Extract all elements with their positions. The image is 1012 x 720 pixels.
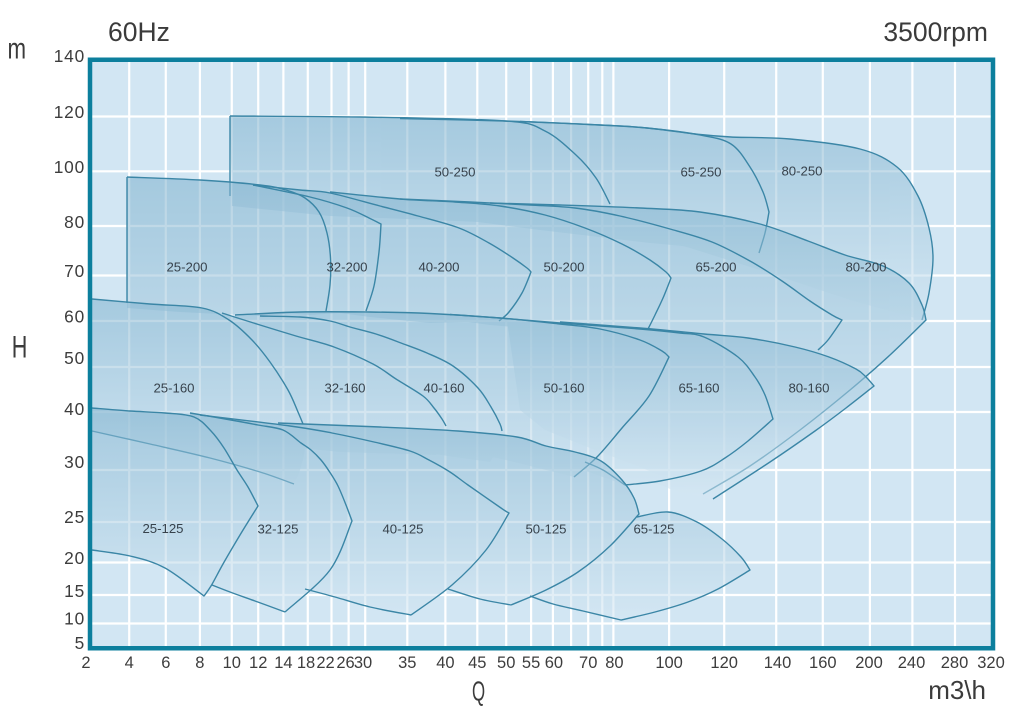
svg-text:40-200: 40-200 <box>418 260 459 275</box>
svg-text:55: 55 <box>522 654 540 672</box>
svg-text:20: 20 <box>64 548 85 568</box>
svg-text:25-200: 25-200 <box>166 260 207 275</box>
svg-text:m3\h: m3\h <box>928 675 986 705</box>
svg-text:80: 80 <box>605 654 623 672</box>
svg-text:50: 50 <box>64 348 85 368</box>
svg-text:3500rpm: 3500rpm <box>883 17 988 47</box>
svg-text:100: 100 <box>655 654 683 672</box>
svg-text:30: 30 <box>64 452 85 472</box>
svg-text:240: 240 <box>898 654 926 672</box>
svg-text:26: 26 <box>336 654 354 672</box>
svg-text:30: 30 <box>354 654 372 672</box>
svg-text:160: 160 <box>809 654 837 672</box>
svg-text:65-160: 65-160 <box>678 381 719 396</box>
svg-text:65-200: 65-200 <box>695 260 736 275</box>
svg-text:80: 80 <box>64 212 85 232</box>
svg-text:32-125: 32-125 <box>257 522 298 537</box>
svg-text:200: 200 <box>855 654 883 672</box>
svg-text:120: 120 <box>710 654 738 672</box>
svg-text:25-125: 25-125 <box>142 521 183 536</box>
svg-text:14: 14 <box>274 654 292 672</box>
svg-text:50: 50 <box>497 654 515 672</box>
svg-text:50-250: 50-250 <box>434 165 475 180</box>
svg-text:40: 40 <box>436 654 454 672</box>
svg-text:18: 18 <box>297 654 315 672</box>
svg-text:5: 5 <box>75 633 85 653</box>
svg-text:45: 45 <box>468 654 486 672</box>
svg-text:40-125: 40-125 <box>382 522 423 537</box>
svg-text:70: 70 <box>579 654 597 672</box>
svg-text:2: 2 <box>81 654 90 672</box>
svg-text:8: 8 <box>195 654 204 672</box>
svg-text:12: 12 <box>249 654 267 672</box>
svg-text:50-160: 50-160 <box>543 381 584 396</box>
svg-text:4: 4 <box>125 654 134 672</box>
svg-text:280: 280 <box>941 654 969 672</box>
svg-text:Q: Q <box>472 675 485 706</box>
svg-text:65-125: 65-125 <box>633 522 674 537</box>
svg-text:100: 100 <box>54 157 85 177</box>
svg-text:40: 40 <box>64 399 85 419</box>
svg-text:50-200: 50-200 <box>543 260 584 275</box>
svg-text:22: 22 <box>316 654 334 672</box>
svg-text:65-250: 65-250 <box>680 165 721 180</box>
svg-text:140: 140 <box>764 654 792 672</box>
svg-text:15: 15 <box>64 581 85 601</box>
svg-text:H: H <box>12 329 28 364</box>
svg-text:60Hz: 60Hz <box>108 17 170 47</box>
svg-text:80-200: 80-200 <box>845 260 886 275</box>
svg-text:320: 320 <box>977 654 1005 672</box>
svg-text:70: 70 <box>64 261 85 281</box>
svg-text:35: 35 <box>398 654 416 672</box>
svg-text:32-200: 32-200 <box>326 260 367 275</box>
svg-text:32-160: 32-160 <box>324 381 365 396</box>
svg-text:60: 60 <box>64 307 85 327</box>
svg-text:120: 120 <box>54 102 85 122</box>
svg-text:6: 6 <box>161 654 170 672</box>
svg-text:m: m <box>8 32 27 66</box>
svg-text:140: 140 <box>54 46 85 66</box>
svg-text:10: 10 <box>64 609 85 629</box>
svg-text:25-160: 25-160 <box>153 381 194 396</box>
svg-text:80-160: 80-160 <box>788 381 829 396</box>
svg-text:40-160: 40-160 <box>423 381 464 396</box>
svg-text:50-125: 50-125 <box>525 522 566 537</box>
svg-text:80-250: 80-250 <box>781 164 822 179</box>
svg-text:25: 25 <box>64 507 85 527</box>
svg-text:10: 10 <box>223 654 241 672</box>
svg-text:60: 60 <box>545 654 563 672</box>
